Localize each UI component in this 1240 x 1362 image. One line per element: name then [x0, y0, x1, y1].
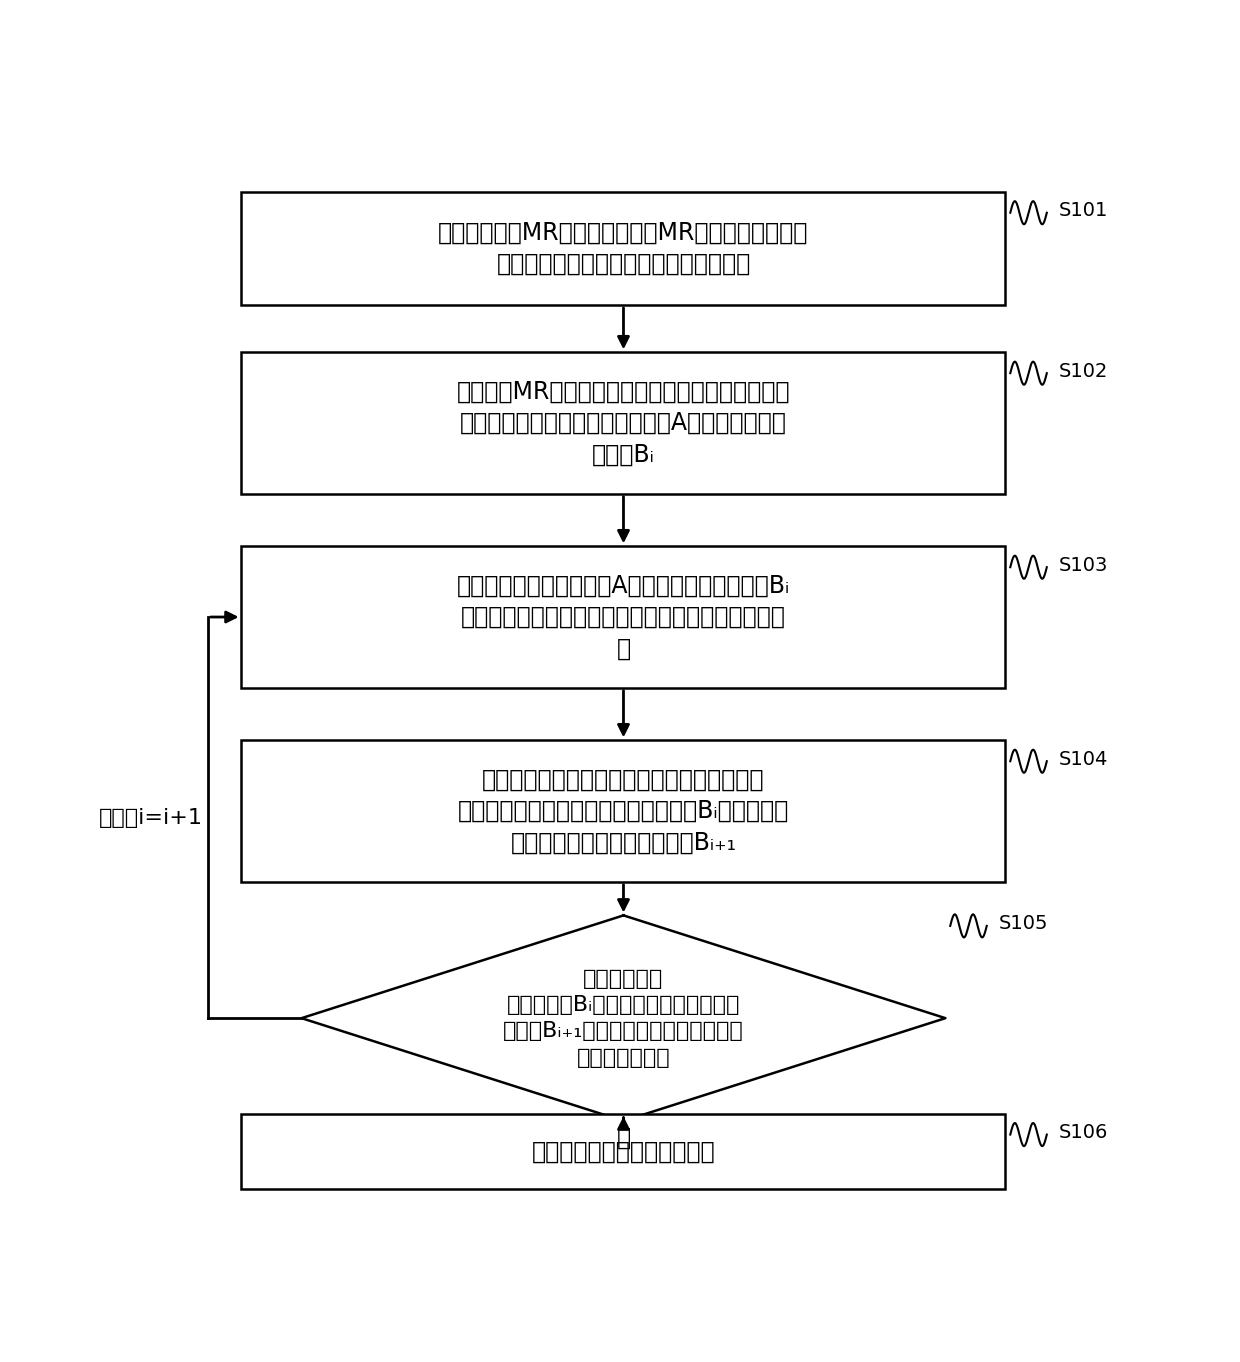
Bar [242, 741, 1006, 881]
Text: S103: S103 [1059, 556, 1107, 575]
Text: 计算第二相位
心脏图结构Bᵢ与所述新的第二相位心脏
图结构Bᵢ₊₁的变化值，并判断变化值是
否大于预设阈值: 计算第二相位 心脏图结构Bᵢ与所述新的第二相位心脏 图结构Bᵢ₊₁的变化值，并判… [503, 968, 744, 1068]
Text: 利用第一相位心脏图结构A与第二相位心脏图结构Bᵢ
求解图匹配凸目标函数，得到具有对应关系的顶点集
合: 利用第一相位心脏图结构A与第二相位心脏图结构Bᵢ 求解图匹配凸目标函数，得到具有… [456, 573, 790, 661]
Text: 连接相同MR图像上的心外膜轮廓的中心与心脏图顶
点，分别得到第一相位心脏图结构A和第二相位心脏
图结构Bᵢ: 连接相同MR图像上的心外膜轮廓的中心与心脏图顶 点，分别得到第一相位心脏图结构A… [456, 380, 790, 467]
Bar [242, 1114, 1006, 1189]
Text: S105: S105 [998, 914, 1048, 933]
Text: 否: 否 [616, 1126, 631, 1150]
Text: 提取第一相位MR图像和第二相位MR图像，并分别对其
进行分割及采样，得到若干个心脏图顶点: 提取第一相位MR图像和第二相位MR图像，并分别对其 进行分割及采样，得到若干个心… [438, 221, 808, 276]
Bar [242, 546, 1006, 688]
Text: 基于具有对应关系的顶点集合构建形变函数，
并利用形变函数对第二相位心脏图结构Bᵢ进行形变，
得到新的第二相位心脏图结构Bᵢ₊₁: 基于具有对应关系的顶点集合构建形变函数， 并利用形变函数对第二相位心脏图结构Bᵢ… [458, 767, 789, 854]
Bar [242, 353, 1006, 494]
Text: S106: S106 [1059, 1124, 1107, 1141]
Text: 采用形变函数表征心脏的运动: 采用形变函数表征心脏的运动 [532, 1140, 715, 1163]
Polygon shape [301, 915, 945, 1121]
Text: S102: S102 [1059, 361, 1107, 380]
Bar [242, 192, 1006, 305]
Text: S104: S104 [1059, 749, 1107, 768]
Text: 是，令i=i+1: 是，令i=i+1 [99, 808, 203, 828]
Text: S101: S101 [1059, 202, 1107, 221]
